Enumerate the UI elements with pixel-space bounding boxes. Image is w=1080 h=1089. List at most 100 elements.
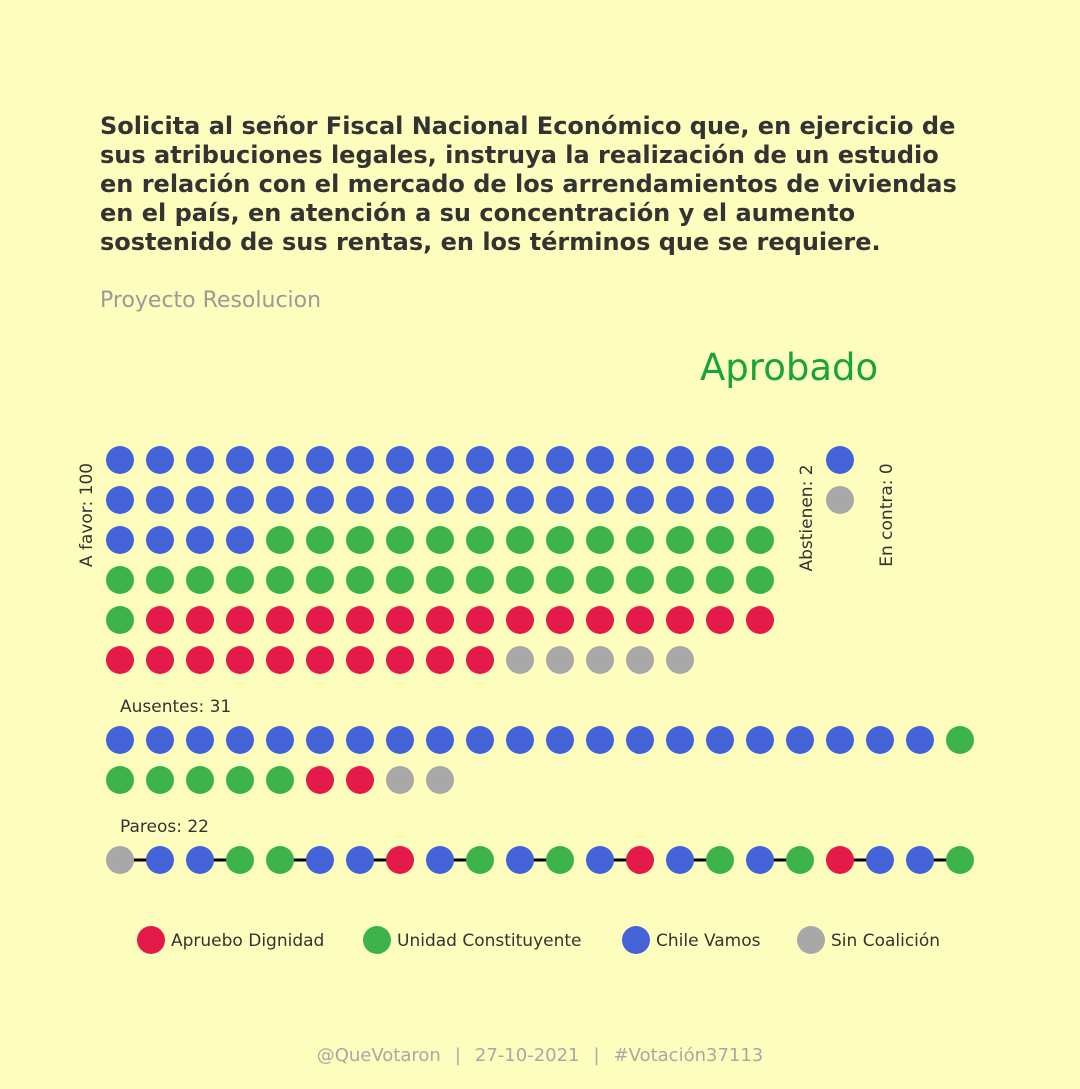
a-favor-dot: [226, 486, 254, 514]
a-favor-dot: [186, 486, 214, 514]
legend-sin-coalicion-label: Sin Coalición: [831, 931, 940, 951]
a-favor-dot: [226, 646, 254, 674]
a-favor-dot: [706, 486, 734, 514]
a-favor-dot: [586, 526, 614, 554]
pareos-dot: [746, 846, 774, 874]
pareos-dot: [826, 846, 854, 874]
pareos-dot: [546, 846, 574, 874]
ausentes-dot: [746, 726, 774, 754]
ausentes-dot: [226, 766, 254, 794]
a-favor-dot: [106, 446, 134, 474]
ausentes-dot: [306, 726, 334, 754]
a-favor-dot: [706, 526, 734, 554]
legend-chile-vamos-swatch: [622, 926, 650, 954]
a-favor-dot: [306, 446, 334, 474]
legend-unidad-constituyente-label: Unidad Constituyente: [397, 931, 582, 951]
legend-apruebo-dignidad-label: Apruebo Dignidad: [171, 931, 324, 951]
legend-sin-coalicion-swatch: [797, 926, 825, 954]
a-favor-dot: [346, 486, 374, 514]
a-favor-dot: [106, 526, 134, 554]
a-favor-dot: [546, 606, 574, 634]
a-favor-dot: [666, 646, 694, 674]
a-favor-dot: [466, 526, 494, 554]
a-favor-dot: [586, 566, 614, 594]
ausentes-dot: [546, 726, 574, 754]
pareos-dot: [706, 846, 734, 874]
a-favor-dot: [306, 606, 334, 634]
a-favor-dot: [746, 446, 774, 474]
a-favor-dot: [586, 606, 614, 634]
a-favor-dot: [386, 646, 414, 674]
ausentes-dot: [466, 726, 494, 754]
ausentes-dot: [426, 766, 454, 794]
a-favor-dot: [546, 646, 574, 674]
ausentes-dot: [786, 726, 814, 754]
a-favor-dot: [146, 526, 174, 554]
pareos-dot: [306, 846, 334, 874]
a-favor-dot: [386, 606, 414, 634]
a-favor-dot: [466, 646, 494, 674]
a-favor-dot: [506, 486, 534, 514]
a-favor-dot: [466, 446, 494, 474]
a-favor-dot: [746, 486, 774, 514]
footer: @QueVotaron | 27-10-2021 | #Votación37113: [316, 1045, 764, 1066]
a-favor-dot: [426, 486, 454, 514]
a-favor-dot: [626, 486, 654, 514]
en-contra-label: En contra: 0: [877, 463, 897, 566]
pareos-label: Pareos: 22: [120, 817, 209, 837]
a-favor-dot: [266, 646, 294, 674]
a-favor-dot: [306, 486, 334, 514]
ausentes-dot: [226, 726, 254, 754]
ausentes-dot: [266, 726, 294, 754]
a-favor-dot: [466, 606, 494, 634]
a-favor-dot: [666, 606, 694, 634]
pareos-dot: [346, 846, 374, 874]
a-favor-dot: [506, 646, 534, 674]
a-favor-dot: [466, 486, 494, 514]
a-favor-dot: [506, 606, 534, 634]
a-favor-dot: [426, 526, 454, 554]
a-favor-dot: [426, 446, 454, 474]
vote-title: Solicita al señor Fiscal Nacional Económ…: [100, 112, 957, 256]
a-favor-dot: [666, 446, 694, 474]
ausentes-dot: [946, 726, 974, 754]
a-favor-dot: [386, 446, 414, 474]
pareos-dot: [626, 846, 654, 874]
ausentes-dot: [386, 726, 414, 754]
footer-date: 27-10-2021: [474, 1045, 580, 1066]
ausentes-dot: [146, 766, 174, 794]
pareos-dot: [506, 846, 534, 874]
a-favor-dot: [146, 566, 174, 594]
a-favor-dot: [706, 606, 734, 634]
pareos-dot: [106, 846, 134, 874]
a-favor-dot: [706, 446, 734, 474]
pareos-dot: [266, 846, 294, 874]
ausentes-dot: [106, 726, 134, 754]
a-favor-dot: [506, 526, 534, 554]
pareos-dot: [186, 846, 214, 874]
a-favor-dot: [106, 486, 134, 514]
a-favor-dot: [266, 526, 294, 554]
a-favor-dot: [506, 566, 534, 594]
a-favor-dot: [306, 526, 334, 554]
a-favor-dot: [346, 446, 374, 474]
a-favor-dot: [106, 646, 134, 674]
a-favor-label: A favor: 100: [77, 463, 97, 567]
a-favor-dot: [546, 566, 574, 594]
legend-chile-vamos-label: Chile Vamos: [656, 931, 761, 951]
a-favor-dot: [186, 446, 214, 474]
a-favor-dot: [706, 566, 734, 594]
footer-hashtag: #Votación37113: [613, 1045, 764, 1066]
a-favor-dot: [386, 486, 414, 514]
a-favor-dot: [586, 446, 614, 474]
a-favor-dot: [186, 606, 214, 634]
a-favor-dot: [386, 526, 414, 554]
a-favor-dot: [146, 486, 174, 514]
a-favor-dot: [586, 646, 614, 674]
a-favor-dot: [666, 526, 694, 554]
a-favor-dot: [666, 566, 694, 594]
ausentes-dot: [266, 766, 294, 794]
a-favor-dot: [346, 526, 374, 554]
ausentes-dot: [346, 726, 374, 754]
ausentes-dot: [666, 726, 694, 754]
